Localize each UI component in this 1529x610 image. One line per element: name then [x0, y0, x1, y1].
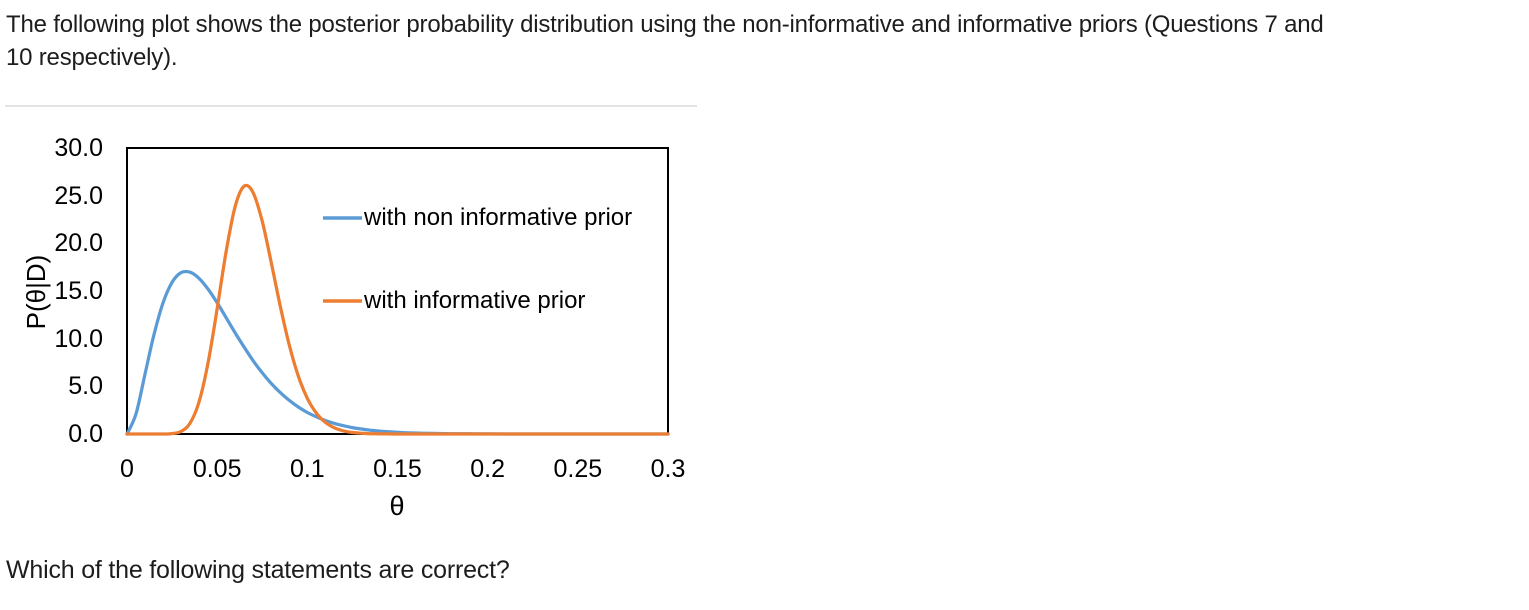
- x-tick-label: 0.05: [192, 455, 242, 483]
- intro-text: The following plot shows the posterior p…: [6, 8, 1529, 74]
- y-tick-label: 5.0: [68, 372, 103, 401]
- y-tick-label: 0.0: [68, 420, 103, 448]
- y-tick-label: 25.0: [54, 181, 103, 210]
- y-tick-label: 20.0: [54, 229, 103, 258]
- posterior-distribution-chart: P(θ|D) θ with non informative prior with …: [0, 120, 720, 550]
- question-text: Which of the following statements are co…: [6, 556, 510, 584]
- x-tick-label: 0.25: [553, 455, 603, 483]
- y-tick-label: 10.0: [54, 324, 103, 353]
- intro-line-1: The following plot shows the posterior p…: [6, 11, 1324, 38]
- horizontal-divider: [5, 105, 697, 107]
- legend-item-non-informative-prior: with non informative prior: [364, 204, 633, 231]
- x-tick-label: 0.1: [289, 455, 325, 483]
- y-tick-label: 15.0: [54, 277, 103, 305]
- intro-line-2: 10 respectively).: [6, 44, 178, 71]
- x-tick-label: 0.15: [373, 455, 422, 483]
- legend-item-informative-prior: with informative prior: [364, 287, 586, 314]
- x-axis-title: θ: [389, 491, 405, 521]
- series-line-informative-prior: [125, 183, 670, 436]
- chart-canvas: [125, 147, 670, 436]
- x-tick-label: 0: [120, 455, 134, 483]
- x-tick-label: 0.3: [650, 455, 686, 483]
- x-tick-label: 0.2: [470, 455, 506, 483]
- y-tick-label: 30.0: [54, 134, 103, 162]
